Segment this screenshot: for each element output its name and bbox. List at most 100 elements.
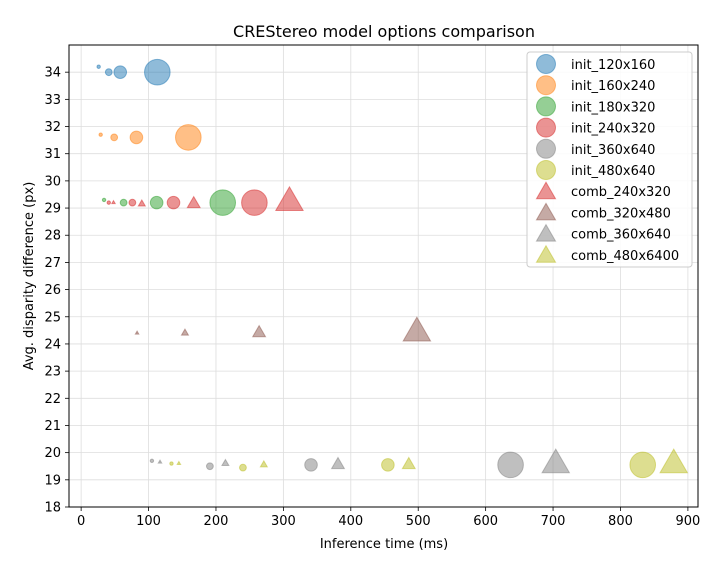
legend-label: comb_480x6400 [571,249,679,264]
series-init_180x320 [101,189,237,216]
data-point-circle [169,461,174,466]
data-point-triangle [186,195,201,209]
y-tick-label: 28 [44,229,61,244]
data-point-circle [101,197,107,203]
y-tick-label: 24 [44,337,61,352]
data-point-circle [119,198,128,207]
legend-item: comb_240x320 [535,181,671,200]
data-point-triangle [251,324,267,338]
y-tick-label: 18 [44,501,61,516]
data-point-triangle [659,448,689,474]
data-point-triangle [274,185,305,212]
y-tick-label: 34 [44,66,61,81]
x-tick-label: 700 [541,514,566,529]
legend-item: comb_360x640 [535,223,671,243]
legend-marker-circle [536,117,556,138]
legend-item: comb_320x480 [535,202,671,221]
data-point-triangle [221,458,230,467]
data-point-circle [110,133,119,142]
series-init_240x320 [106,189,268,216]
legend-label: comb_240x320 [571,185,671,200]
data-point-circle [206,462,214,471]
data-point-circle [381,458,395,472]
x-tick-label: 500 [406,514,431,529]
legend-label: init_120x160 [571,58,655,73]
x-axis: 0 100 200 300 400 500 600 700 800 900 [77,507,700,529]
x-tick-label: 0 [77,514,85,529]
data-point-circle [128,198,137,207]
y-tick-label: 19 [44,473,61,488]
x-tick-label: 100 [136,514,161,529]
series-init_480x640 [169,451,657,479]
y-tick-label: 20 [44,446,61,461]
data-point-triangle [157,459,163,464]
data-point-triangle [110,199,117,205]
y-tick-label: 22 [44,392,61,407]
y-tick-label: 27 [44,256,61,271]
x-tick-label: 400 [338,514,363,529]
data-point-triangle [402,316,432,342]
legend-marker-triangle [535,202,557,221]
data-point-circle [175,124,202,151]
legend-label: init_240x320 [571,122,655,137]
legend-item: comb_480x6400 [535,244,679,264]
legend-marker-triangle [535,244,557,263]
data-point-triangle [180,328,190,336]
chart-title: CREStereo model options comparison [233,22,535,41]
data-point-circle [209,189,237,216]
y-tick-label: 32 [44,120,61,135]
data-point-triangle [137,198,147,207]
data-point-circle [241,189,268,216]
data-point-circle [144,58,171,86]
data-point-circle [239,463,247,472]
legend-label: init_360x640 [571,143,655,158]
y-tick-label: 29 [44,202,61,217]
x-tick-label: 600 [473,514,498,529]
data-point-circle [166,195,181,210]
legend-label: comb_320x480 [571,206,671,221]
legend-box [526,51,693,268]
data-point-circle [304,458,318,472]
y-tick-label: 30 [44,174,61,189]
legend-item: init_240x320 [536,117,655,138]
legend: init_120x160 init_160x240 init_180x320init… [526,51,693,268]
legend-marker-circle [536,75,556,96]
legend-item: init_480x640 [536,160,655,180]
data-point-triangle [176,460,182,466]
x-tick-label: 300 [271,514,296,529]
data-point-triangle [259,459,269,468]
data-points [96,58,689,479]
plot-frame [68,44,699,508]
legend-marker-triangle [535,181,557,200]
legend-label: init_160x240 [571,79,655,94]
series-comb_240x320 [110,185,305,212]
y-tick-label: 23 [44,365,61,380]
legend-marker-circle [536,96,556,117]
data-point-circle [629,451,657,479]
y-tick-label: 31 [44,147,61,162]
data-point-circle [129,130,144,145]
legend-item: init_360x640 [536,138,655,159]
data-point-circle [106,200,111,205]
legend-item: init_180x320 [536,96,655,117]
legend-label: init_480x640 [571,164,655,179]
data-point-circle [149,458,155,463]
y-tick-label: 33 [44,93,61,108]
data-point-triangle [330,456,346,470]
legend-label: init_180x320 [571,100,655,115]
legend-marker-circle [536,54,556,74]
series-init_360x640 [149,451,524,479]
y-tick-label: 21 [44,419,61,434]
y-tick-label: 26 [44,283,61,298]
series-comb_320x480 [134,316,432,342]
y-axis: 18 19 20 21 22 23 24 25 26 27 28 29 30 31 32 33 34 [44,66,69,516]
y-tick-label: 25 [44,310,61,325]
data-point-circle [113,65,128,79]
data-point-circle [98,132,103,137]
series-init_120x160 [96,58,171,86]
data-point-circle [497,451,524,479]
data-point-circle [149,195,164,210]
y-axis-label: Avg. disparity difference (px) [22,182,37,371]
series-init_160x240 [98,124,202,151]
